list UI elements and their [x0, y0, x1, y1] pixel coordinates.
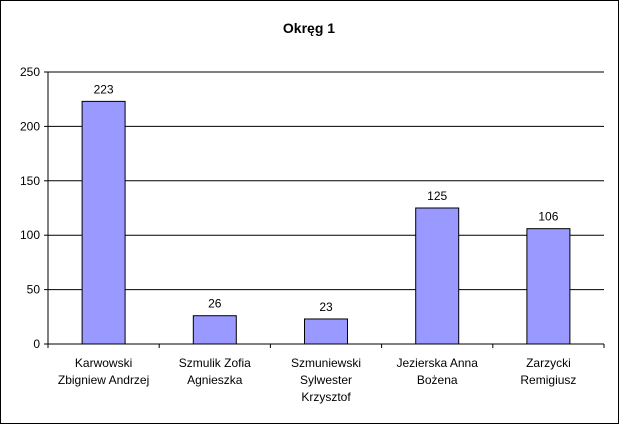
data-label: 223 — [94, 82, 114, 96]
x-category-label: Zarzycki — [526, 356, 571, 370]
y-tick-label: 150 — [20, 174, 40, 188]
data-label: 125 — [427, 189, 447, 203]
y-tick-label: 250 — [20, 65, 40, 79]
x-category-label: Szmuniewski — [291, 356, 361, 370]
x-category-label: Karwowski — [75, 356, 132, 370]
x-category-label: Bożena — [417, 373, 458, 387]
bar — [304, 318, 348, 345]
x-category-label: Krzysztof — [301, 390, 351, 404]
y-tick-label: 200 — [20, 119, 40, 133]
y-tick-label: 100 — [20, 228, 40, 242]
x-category-label: Agnieszka — [187, 373, 243, 387]
y-tick-label: 50 — [27, 283, 41, 297]
data-label: 26 — [208, 297, 222, 311]
y-tick-label: 0 — [33, 337, 40, 351]
data-label: 23 — [319, 300, 333, 314]
gridlines — [48, 71, 604, 291]
bar — [526, 228, 571, 345]
x-category-label: Remigiusz — [520, 373, 576, 387]
labels: 0 50 100 150 200 250 223 Karwowski Zbigniew Andr… — [20, 65, 576, 404]
bar — [192, 315, 237, 345]
x-category-label: Jezierska Anna — [397, 356, 479, 370]
bar — [81, 100, 126, 345]
bars — [81, 100, 571, 345]
x-category-label: Sylwester — [300, 373, 352, 387]
chart-title: Okręg 1 — [283, 20, 335, 36]
data-label: 106 — [538, 210, 558, 224]
x-category-label: Zbigniew Andrzej — [58, 373, 149, 387]
bar — [415, 207, 460, 345]
x-category-label: Szmulik Zofia — [179, 356, 251, 370]
